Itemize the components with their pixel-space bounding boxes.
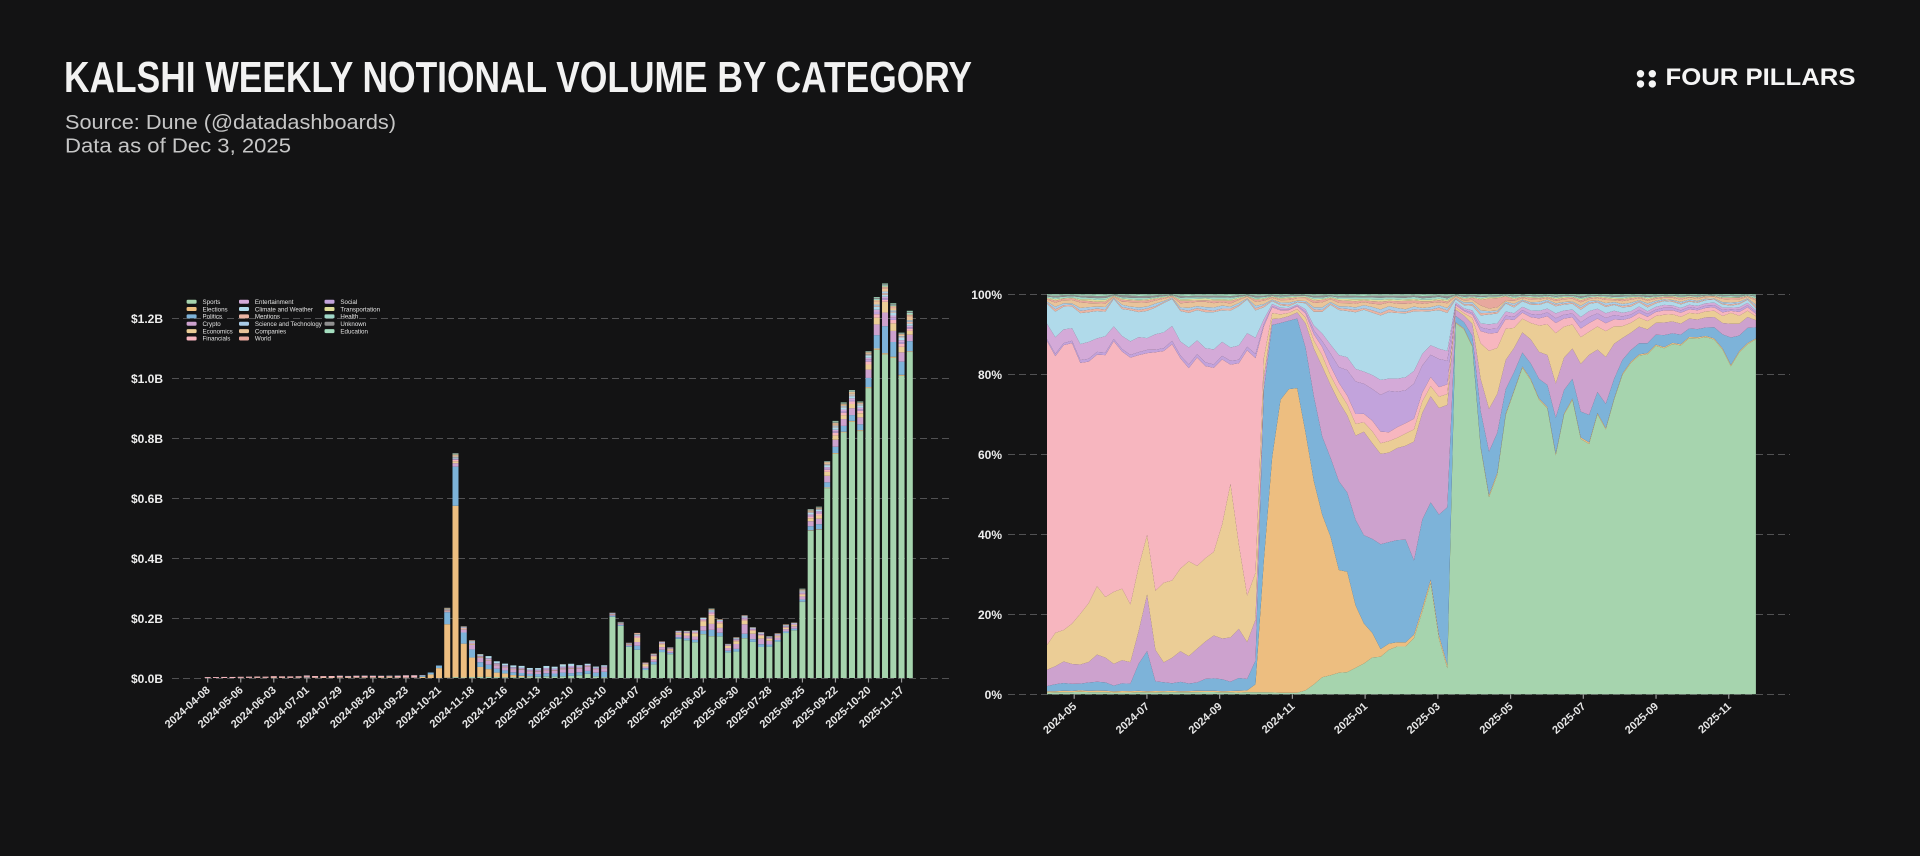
svg-text:Companies: Companies bbox=[255, 328, 286, 335]
svg-text:20%: 20% bbox=[978, 608, 1002, 622]
svg-text:$0.0B: $0.0B bbox=[131, 672, 163, 686]
svg-text:60%: 60% bbox=[978, 448, 1002, 462]
svg-text:Entertainment: Entertainment bbox=[255, 299, 294, 306]
svg-text:KALSHI WEEKLY NOTIONAL VOLUME: KALSHI WEEKLY NOTIONAL VOLUME BY CATEGOR… bbox=[64, 53, 972, 102]
svg-text:Source: Dune (@datadashboards): Source: Dune (@datadashboards) bbox=[65, 112, 396, 134]
svg-text:Unknown: Unknown bbox=[340, 321, 366, 328]
svg-text:Transportation: Transportation bbox=[340, 306, 380, 313]
svg-text:$0.4B: $0.4B bbox=[131, 552, 163, 566]
svg-text:$1.0B: $1.0B bbox=[131, 372, 163, 386]
svg-text:Sports: Sports bbox=[203, 299, 221, 306]
svg-text:80%: 80% bbox=[978, 368, 1002, 382]
svg-text:$0.2B: $0.2B bbox=[131, 612, 163, 626]
svg-text:Health: Health bbox=[340, 314, 358, 321]
svg-text:40%: 40% bbox=[978, 528, 1002, 542]
svg-text:Education: Education bbox=[340, 328, 368, 335]
svg-text:Mentions: Mentions bbox=[255, 314, 280, 321]
svg-text:Economics: Economics bbox=[203, 328, 233, 335]
svg-text:0%: 0% bbox=[985, 688, 1003, 702]
svg-text:$0.8B: $0.8B bbox=[131, 432, 163, 446]
svg-text:$0.6B: $0.6B bbox=[131, 492, 163, 506]
svg-text:FOUR PILLARS: FOUR PILLARS bbox=[1666, 64, 1856, 91]
svg-text:100%: 100% bbox=[971, 288, 1002, 302]
svg-text:Climate and Weather: Climate and Weather bbox=[255, 306, 313, 313]
svg-text:Science and Technology: Science and Technology bbox=[255, 321, 323, 328]
svg-text:Financials: Financials bbox=[203, 336, 231, 343]
svg-text:Elections: Elections bbox=[203, 306, 228, 313]
svg-text:World: World bbox=[255, 336, 272, 343]
svg-text:Politics: Politics bbox=[203, 314, 223, 321]
svg-text:Social: Social bbox=[340, 299, 357, 306]
svg-text:Data as of Dec 3, 2025: Data as of Dec 3, 2025 bbox=[65, 136, 291, 158]
svg-text:$1.2B: $1.2B bbox=[131, 312, 163, 326]
svg-text:Crypto: Crypto bbox=[203, 321, 222, 328]
